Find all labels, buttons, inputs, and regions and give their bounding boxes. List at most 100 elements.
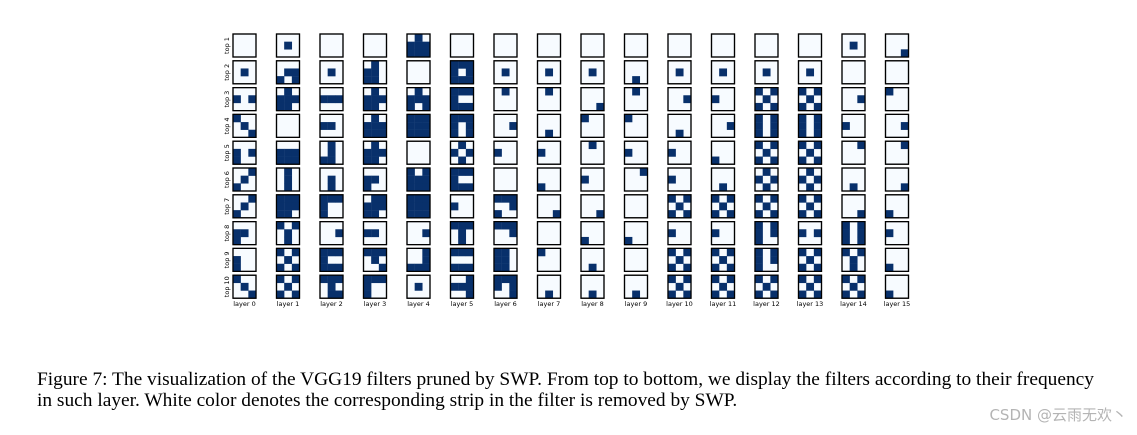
kept-strip: [798, 87, 807, 96]
kept-strip: [900, 141, 909, 150]
kept-strip: [371, 68, 380, 77]
filter-cell: [362, 60, 388, 85]
filter-cell-border: [710, 221, 736, 246]
filter-cell: [667, 86, 692, 112]
kept-strip: [335, 248, 344, 257]
kept-strip: [770, 256, 779, 264]
kept-strip: [422, 95, 431, 104]
filter-cell: [710, 86, 736, 112]
kept-strip: [806, 183, 815, 192]
kept-strip: [450, 183, 459, 192]
kept-strip: [501, 194, 510, 203]
kept-strip: [291, 275, 300, 284]
kept-strip: [798, 194, 807, 203]
kept-strip: [545, 290, 554, 299]
kept-strip: [414, 202, 423, 211]
kept-strip: [378, 122, 387, 130]
filter-cell: [623, 247, 649, 272]
kept-strip: [624, 114, 633, 123]
filter-cell-border: [797, 194, 823, 219]
kept-strip: [798, 175, 807, 184]
filter-cell: [232, 194, 257, 219]
kept-strip: [465, 183, 474, 192]
filter-cell: [797, 60, 823, 85]
filter-cell: [449, 221, 475, 246]
filter-cell: [406, 221, 431, 246]
filter-cell-border: [406, 194, 431, 219]
kept-strip: [813, 210, 822, 218]
kept-strip: [320, 95, 328, 104]
filter-cell: [362, 247, 388, 272]
filter-cell-border: [623, 221, 649, 246]
kept-strip: [588, 290, 597, 299]
row-label: top 7: [223, 198, 231, 215]
filter-cell: [884, 33, 910, 58]
filter-cell: [754, 113, 779, 139]
kept-strip: [465, 275, 474, 284]
kept-strip: [363, 129, 372, 138]
kept-strip: [363, 156, 372, 165]
filter-cell-border: [536, 167, 562, 192]
kept-strip: [363, 102, 372, 111]
kept-strip: [422, 210, 431, 218]
kept-strip: [240, 175, 249, 184]
kept-strip: [284, 183, 293, 192]
kept-strip: [755, 229, 763, 238]
kept-strip: [450, 60, 459, 69]
filter-cell-border: [493, 167, 518, 192]
filter-cell: [580, 274, 605, 299]
filter-cell-border: [754, 86, 779, 112]
kept-strip: [414, 34, 423, 42]
kept-strip: [422, 129, 431, 138]
kept-strip: [458, 102, 467, 111]
filter-cell-frame: [319, 33, 344, 58]
kept-strip: [407, 210, 415, 218]
filter-cell-border: [623, 247, 649, 272]
kept-strip: [501, 87, 510, 96]
filter-cell: [710, 33, 736, 58]
kept-strip: [711, 95, 720, 104]
filter-cell-border: [406, 167, 431, 192]
kept-strip: [755, 236, 763, 245]
filter-cell-border: [797, 167, 823, 192]
kept-strip: [806, 95, 815, 104]
kept-strip: [726, 290, 735, 299]
kept-strip: [755, 263, 763, 272]
filter-cell: [754, 33, 779, 58]
kept-strip: [284, 87, 293, 96]
kept-strip: [849, 256, 858, 264]
kept-strip: [335, 229, 344, 238]
kept-strip: [813, 248, 822, 257]
filter-cell-border: [623, 167, 649, 192]
filter-cell-border: [536, 33, 562, 58]
row-label: top 5: [223, 144, 231, 161]
filter-cell-frame: [667, 33, 692, 58]
filter-cell-border: [536, 60, 562, 85]
kept-strip: [458, 248, 467, 257]
kept-strip: [806, 202, 815, 211]
kept-strip: [806, 148, 815, 157]
filter-cell: [232, 140, 257, 165]
filter-cell-frame: [536, 33, 562, 58]
filter-cell: [319, 113, 344, 139]
kept-strip: [414, 129, 423, 138]
kept-strip: [770, 248, 779, 257]
filter-cell-border: [232, 113, 257, 139]
kept-strip: [857, 229, 866, 238]
filter-cell-border: [754, 113, 779, 139]
kept-strip: [632, 290, 641, 299]
filter-cell: [319, 140, 344, 165]
kept-strip: [233, 263, 241, 272]
kept-strip: [711, 229, 720, 238]
kept-strip: [726, 248, 735, 257]
filter-cell: [710, 167, 736, 192]
kept-strip: [414, 282, 423, 291]
kept-strip: [371, 122, 380, 130]
kept-strip: [683, 248, 692, 257]
kept-strip: [639, 168, 648, 176]
filter-cell: [536, 113, 562, 139]
kept-strip: [494, 148, 502, 157]
filter-cell-border: [275, 60, 301, 85]
kept-strip: [458, 168, 467, 176]
filter-cell-border: [667, 86, 692, 112]
